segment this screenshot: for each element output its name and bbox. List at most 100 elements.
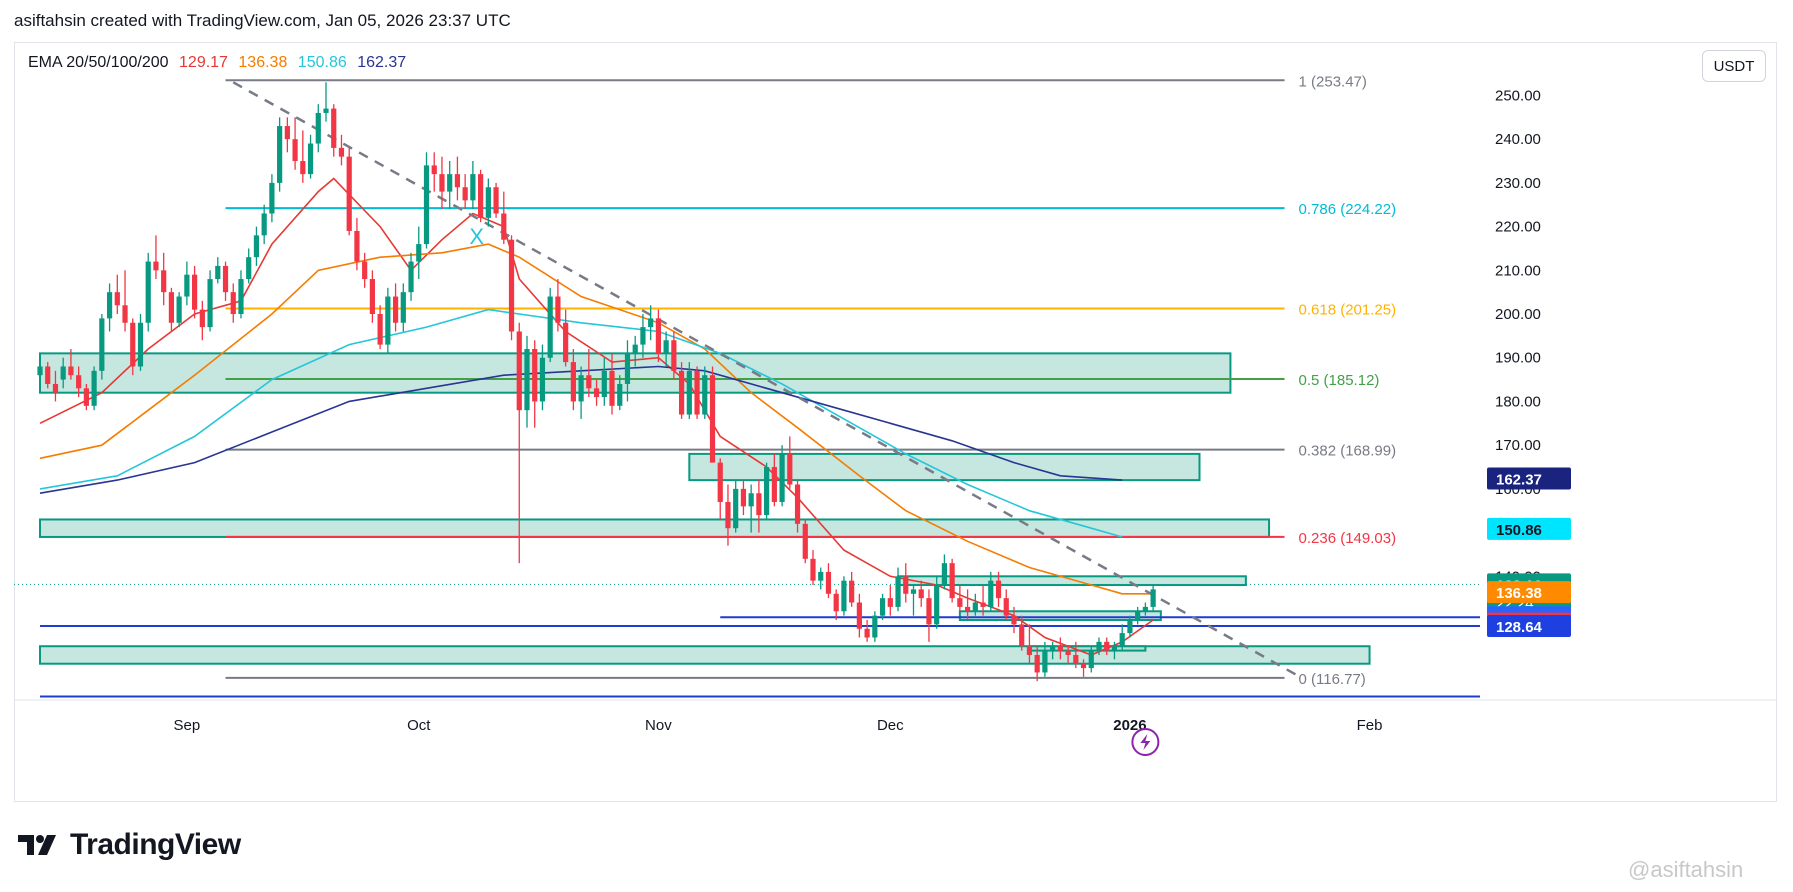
candle[interactable] (362, 261, 368, 280)
candle[interactable] (45, 366, 51, 384)
candle[interactable] (617, 383, 623, 406)
candle[interactable] (965, 606, 971, 612)
candle[interactable] (725, 501, 731, 529)
candle[interactable] (980, 602, 986, 607)
candle[interactable] (354, 230, 360, 262)
candle[interactable] (261, 213, 267, 236)
candle[interactable] (307, 143, 314, 175)
candle[interactable] (632, 344, 638, 354)
candle[interactable] (462, 187, 468, 201)
candle[interactable] (748, 493, 754, 507)
candle[interactable] (68, 366, 74, 376)
candle[interactable] (253, 235, 260, 258)
candle[interactable] (926, 598, 932, 625)
candle[interactable] (864, 628, 870, 638)
candle[interactable] (60, 366, 66, 380)
candle[interactable] (1111, 646, 1118, 651)
candle[interactable] (988, 580, 994, 607)
candle[interactable] (230, 292, 236, 315)
candle[interactable] (1011, 615, 1017, 625)
candle[interactable] (478, 174, 484, 218)
candle[interactable] (609, 370, 615, 406)
candle[interactable] (137, 322, 144, 367)
candle[interactable] (655, 318, 661, 354)
candle[interactable] (818, 571, 824, 581)
candle[interactable] (83, 388, 89, 406)
candle[interactable] (447, 174, 453, 192)
candle[interactable] (408, 261, 414, 293)
candle[interactable] (1050, 646, 1056, 651)
candle[interactable] (238, 279, 244, 315)
candle[interactable] (972, 602, 978, 612)
candle[interactable] (369, 279, 375, 315)
candle[interactable] (323, 108, 329, 113)
candle[interactable] (578, 375, 584, 402)
candle[interactable] (1042, 650, 1048, 673)
candle[interactable] (841, 580, 847, 612)
candle[interactable] (640, 327, 646, 345)
candle[interactable] (1104, 641, 1110, 651)
candle[interactable] (222, 265, 229, 293)
candle[interactable] (292, 139, 298, 162)
candle[interactable] (663, 340, 669, 354)
candle[interactable] (694, 370, 700, 415)
candle[interactable] (794, 484, 801, 524)
candle[interactable] (122, 305, 128, 323)
descending-trendline[interactable] (232, 81, 1301, 678)
candle[interactable] (215, 265, 221, 280)
candle[interactable] (771, 467, 777, 502)
candle[interactable] (740, 488, 747, 507)
candle[interactable] (284, 126, 290, 140)
candle[interactable] (1150, 589, 1156, 607)
candle[interactable] (648, 318, 654, 328)
ema-line-50[interactable] (39, 243, 1154, 595)
candle[interactable] (918, 589, 924, 599)
currency-selector[interactable]: USDT (1702, 50, 1766, 82)
candle[interactable] (130, 322, 136, 367)
candle[interactable] (400, 292, 406, 323)
candle[interactable] (269, 182, 275, 214)
candle[interactable] (176, 296, 182, 323)
candle[interactable] (702, 375, 708, 415)
zone-box-5[interactable] (39, 645, 1371, 665)
candle[interactable] (454, 174, 461, 188)
zone-box-2[interactable] (39, 518, 1271, 538)
candle[interactable] (192, 274, 198, 310)
candle[interactable] (246, 257, 252, 280)
candle[interactable] (593, 388, 600, 398)
zone-box-4[interactable] (958, 610, 1162, 622)
candle[interactable] (493, 187, 499, 214)
candle[interactable] (555, 296, 561, 323)
candle[interactable] (199, 309, 205, 328)
zone-box-6[interactable] (1028, 645, 1147, 652)
candle[interactable] (106, 292, 113, 319)
ema-line-100[interactable] (39, 308, 1123, 538)
candle[interactable] (153, 261, 159, 271)
candle[interactable] (563, 322, 569, 363)
candle[interactable] (385, 296, 391, 345)
candle[interactable] (601, 370, 607, 398)
candle[interactable] (114, 292, 120, 306)
candle[interactable] (810, 558, 816, 581)
candle[interactable] (709, 375, 716, 463)
candle[interactable] (392, 296, 399, 323)
candle[interactable] (995, 580, 1002, 599)
candle[interactable] (145, 261, 151, 323)
candle[interactable] (485, 187, 491, 218)
candle[interactable] (1142, 606, 1148, 612)
candle[interactable] (624, 353, 631, 384)
candle[interactable] (99, 318, 105, 371)
candle[interactable] (539, 357, 546, 402)
candle[interactable] (532, 348, 538, 402)
candle[interactable] (1135, 611, 1141, 621)
candle[interactable] (1026, 646, 1033, 655)
candle[interactable] (1096, 641, 1102, 651)
candle[interactable] (431, 165, 437, 175)
candle[interactable] (895, 576, 901, 607)
candle[interactable] (910, 589, 917, 594)
candle[interactable] (570, 362, 576, 402)
candle[interactable] (1034, 654, 1040, 673)
candle[interactable] (1127, 620, 1133, 634)
candle[interactable] (872, 615, 878, 638)
